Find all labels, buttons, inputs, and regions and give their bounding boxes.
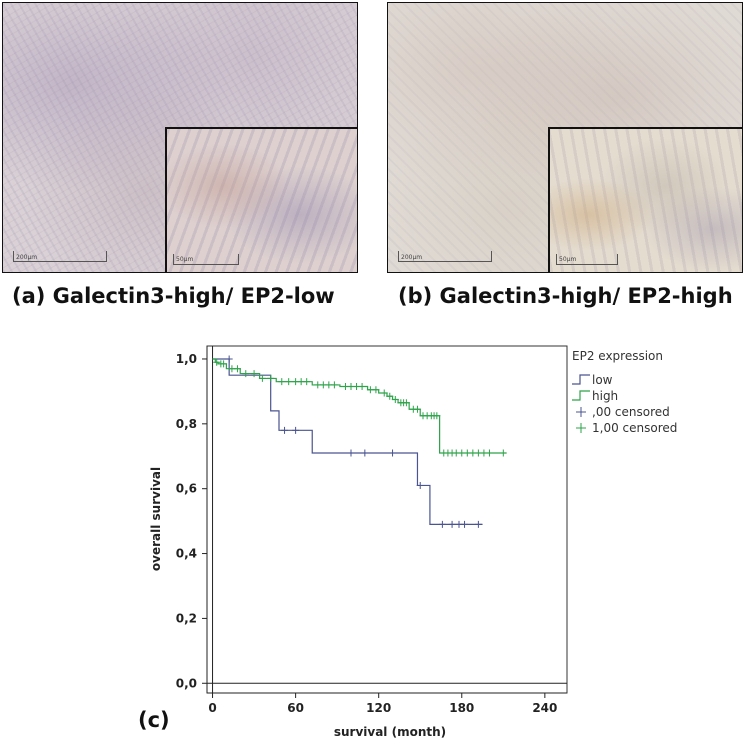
censor-mark-high (213, 358, 221, 366)
censor-mark-high (485, 449, 493, 457)
chart-frame (206, 345, 568, 694)
legend-entry: low (592, 373, 613, 387)
scale-label-b: 200µm (401, 254, 423, 261)
censor-mark-high (242, 370, 250, 378)
censor-mark-low (416, 481, 424, 489)
y-tick-label: 0,8 (176, 417, 197, 431)
censor-mark-high (233, 365, 241, 373)
censor-mark-low (474, 520, 482, 528)
y-tick-label: 0,6 (176, 482, 197, 496)
legend-entry: high (592, 389, 618, 403)
x-axis-label: survival (month) (334, 725, 446, 739)
micrograph-b: 50µm 200µm (387, 2, 743, 273)
censor-mark-low (347, 449, 355, 457)
legend-entry: 1,00 censored (592, 421, 677, 435)
censor-mark-high (267, 374, 275, 382)
censor-mark-high (372, 386, 380, 394)
censor-mark-high (285, 378, 293, 386)
y-tick-label: 0,2 (176, 611, 197, 625)
legend-symbol-censor (576, 407, 586, 417)
legend-entry: ,00 censored (592, 405, 670, 419)
scale-label-a: 200µm (16, 254, 38, 261)
censor-mark-low (438, 520, 446, 528)
censor-mark-low (281, 426, 289, 434)
censor-mark-high (413, 405, 421, 413)
censor-mark-low (292, 426, 300, 434)
legend-symbol-step (572, 374, 590, 385)
censor-mark-low (461, 520, 469, 528)
survival-curves (212, 355, 507, 528)
legend-title: EP2 expression (572, 349, 663, 363)
x-tick-label: 240 (532, 701, 557, 715)
scale-bar-a (13, 251, 107, 262)
censor-mark-high (220, 360, 228, 368)
censor-mark-high (386, 392, 394, 400)
censor-mark-high (391, 396, 399, 404)
caption-panel-a: (a) Galectin3-high/ EP2-low (12, 284, 335, 308)
x-tick-label: 0 (208, 701, 216, 715)
y-tick-label: 1,0 (176, 352, 197, 366)
x-tick-label: 120 (366, 701, 391, 715)
scale-label-inset-b: 50µm (559, 256, 577, 263)
scale-label-inset-a: 50µm (176, 256, 194, 263)
censor-mark-low (448, 520, 456, 528)
x-tick-label: 60 (287, 701, 304, 715)
censor-mark-low (361, 449, 369, 457)
x-tick-label: 180 (449, 701, 474, 715)
y-tick-label: 0,4 (176, 547, 197, 561)
caption-panel-b: (b) Galectin3-high/ EP2-high (398, 284, 733, 308)
legend: EP2 expression low high ,00 censored 1,00 c… (572, 349, 677, 435)
scale-bar-b (398, 251, 492, 262)
censor-mark-high (358, 383, 366, 391)
scale-bar-inset-b (556, 254, 618, 265)
censor-mark-high (330, 381, 338, 389)
micrograph-a: 50µm 200µm (2, 2, 358, 273)
legend-symbol-step (572, 390, 590, 401)
scale-bar-inset-a (173, 254, 239, 265)
censor-mark-high (380, 389, 388, 397)
censor-mark-high (433, 412, 441, 420)
censor-mark-low (389, 449, 397, 457)
legend-symbol-censor (576, 423, 586, 433)
censor-mark-high (499, 449, 507, 457)
y-axis-label: overall survival (149, 467, 163, 571)
y-tick-label: 0,0 (176, 676, 197, 690)
censor-mark-low (225, 355, 233, 363)
axis-ticks: 0 60 120 180 240 0,0 0,2 0,4 0,6 0,8 1,0 (176, 352, 558, 715)
inset-magnified-a: 50µm (165, 127, 357, 272)
inset-magnified-b: 50µm (548, 127, 742, 272)
panel-c-label: (c) (138, 708, 170, 732)
censor-mark-high (278, 378, 286, 386)
censor-mark-high (303, 378, 311, 386)
censor-mark-high (258, 374, 266, 382)
censor-mark-high (402, 399, 410, 407)
censor-mark-high (250, 370, 258, 378)
